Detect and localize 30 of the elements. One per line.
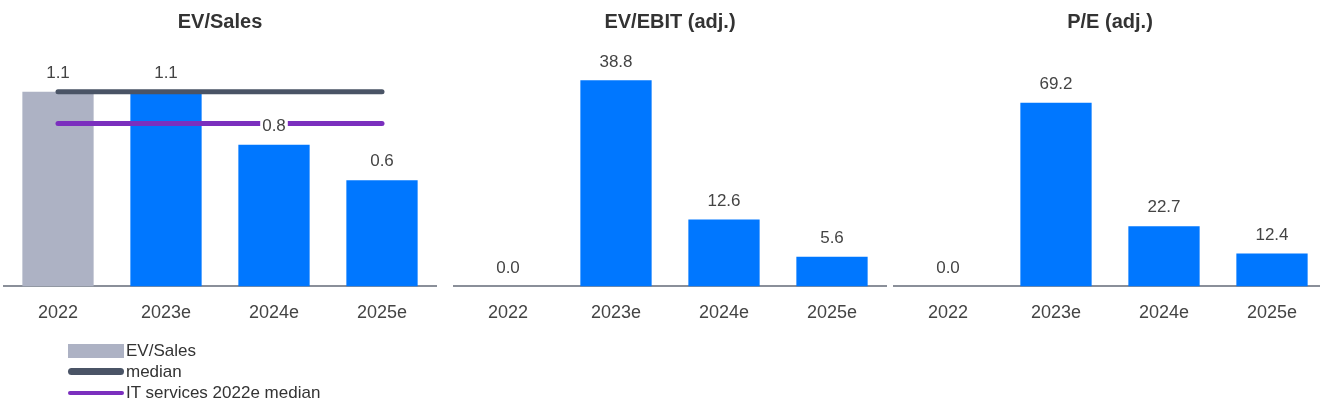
data-label: 0.6	[370, 151, 394, 171]
x-tick-label: 2022	[927, 302, 969, 323]
data-label: 12.4	[1255, 224, 1289, 244]
x-tick-label: 2025e	[356, 302, 408, 323]
data-label: 22.7	[1147, 197, 1181, 217]
data-label: 1.1	[46, 62, 70, 82]
chart-title: EV/Sales	[177, 9, 263, 32]
legend-label: EV/Sales	[126, 340, 196, 361]
x-tick-label: 2024e	[1138, 302, 1190, 323]
chart-title: EV/EBIT (adj.)	[604, 9, 736, 32]
data-label: 69.2	[1039, 73, 1073, 93]
data-label: 38.8	[599, 51, 633, 71]
chart-title: P/E (adj.)	[1067, 9, 1153, 32]
data-label: 1.1	[154, 62, 178, 82]
data-label: 0.0	[496, 257, 520, 277]
legend-label: IT services 2022e median	[126, 382, 321, 403]
x-tick-label: 2024e	[248, 302, 300, 323]
x-tick-label: 2023e	[140, 302, 192, 323]
data-label: 12.6	[707, 190, 741, 210]
data-label: 5.6	[820, 227, 844, 247]
x-tick-label: 2022	[487, 302, 529, 323]
x-tick-label: 2025e	[806, 302, 858, 323]
x-tick-label: 2022	[37, 302, 79, 323]
x-tick-label: 2024e	[698, 302, 750, 323]
x-tick-label: 2025e	[1246, 302, 1298, 323]
legend-label: median	[126, 361, 182, 382]
data-label: 0.0	[936, 257, 960, 277]
x-tick-label: 2023e	[590, 302, 642, 323]
x-tick-label: 2023e	[1030, 302, 1082, 323]
data-label: 0.8	[262, 115, 286, 135]
